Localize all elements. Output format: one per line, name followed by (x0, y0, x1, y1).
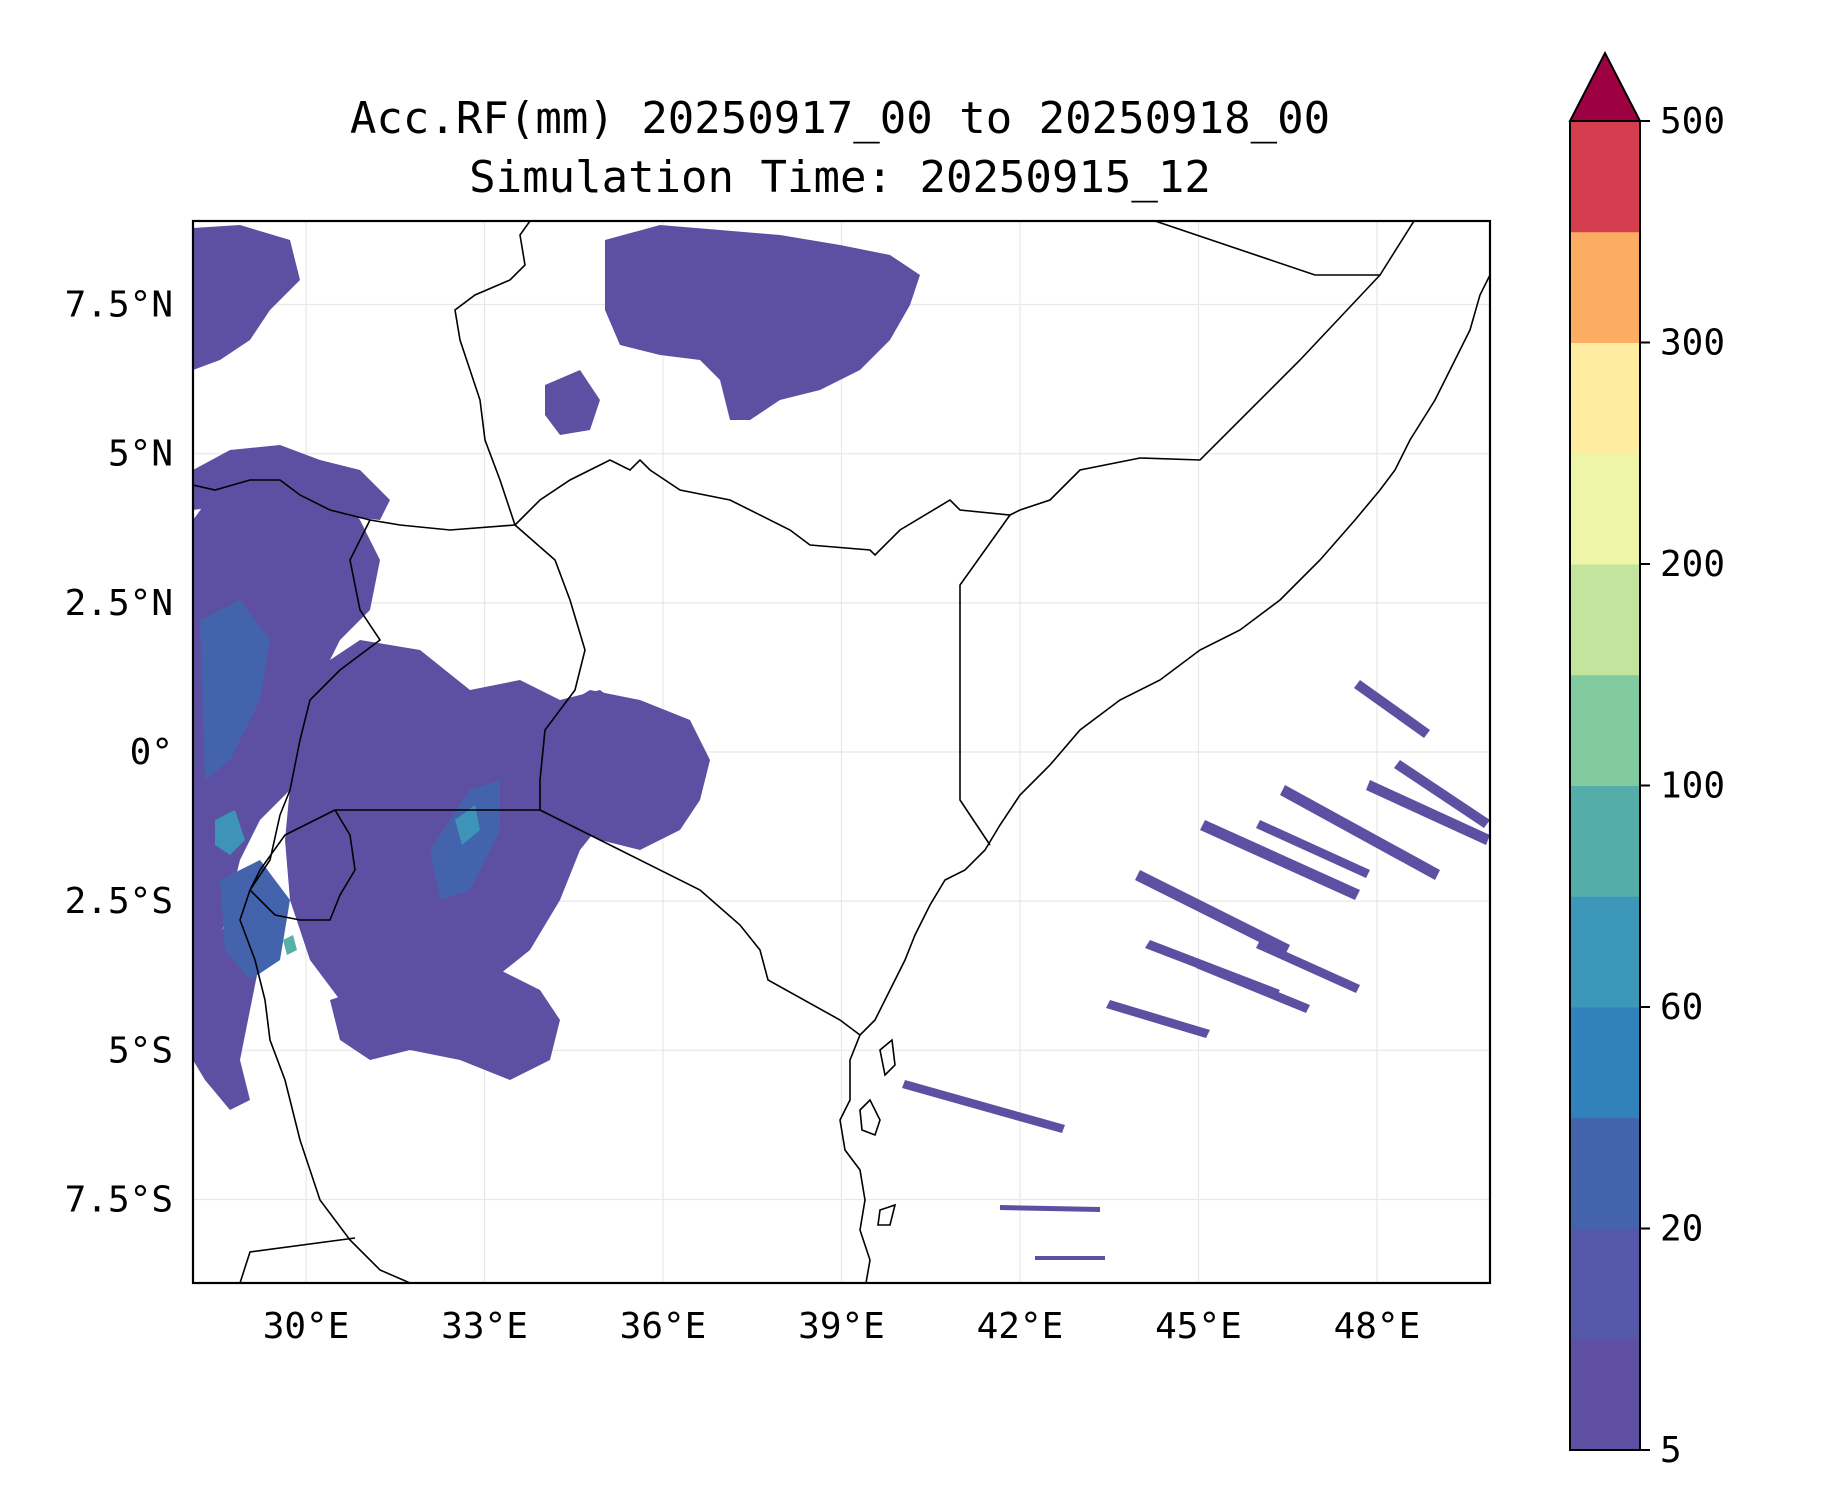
border-uganda-kenya (514, 524, 586, 810)
colorbar-bin (1570, 1339, 1640, 1451)
rain-region-tanzania (330, 970, 560, 1080)
border-tanzania-drc (239, 889, 411, 1283)
rain-streak-2 (1200, 820, 1360, 900)
border-drc-west (249, 814, 281, 891)
rain-region-ethiopia (605, 225, 920, 420)
rain-streak-1 (1135, 870, 1290, 955)
colorbar-tick-label: 5 (1660, 1430, 1682, 1471)
x-tick-label: 42°E (977, 1306, 1064, 1347)
colorbar-bin (1570, 674, 1640, 786)
colorbar-bin (1570, 342, 1640, 454)
map-frame (191, 219, 1492, 1285)
x-tick-label: 39°E (798, 1306, 885, 1347)
colorbar-bin (1570, 564, 1640, 676)
colorbar-extend-triangle (1568, 50, 1642, 122)
map-plot-area (191, 219, 1492, 1285)
y-tick-label: 2.5°N (65, 583, 173, 624)
colorbar-bin (1570, 896, 1640, 1008)
rain-streak-14 (1196, 960, 1310, 1013)
rain-region-northwest (193, 225, 300, 370)
border-ethiopia-west (454, 221, 531, 526)
rain-streak-6 (1366, 780, 1490, 845)
border-uganda-south-sudan (193, 479, 516, 531)
border-somalia-ethiopia (1154, 221, 1415, 276)
rain-region-south-sudan (193, 445, 390, 520)
country-borders (193, 221, 1490, 1283)
x-tick-label: 45°E (1155, 1306, 1242, 1347)
rain-streak-9 (1106, 1000, 1210, 1038)
rain-region-kenya-west (540, 690, 710, 850)
map-title-line-1: Acc.RF(mm) 20250917_00 to 20250918_00 (350, 93, 1330, 144)
colorbar-bin (1570, 1007, 1640, 1119)
y-tick-label: 5°N (108, 434, 173, 475)
rain-region-ethiopia-west (545, 370, 600, 435)
x-tick-label: 48°E (1334, 1306, 1421, 1347)
colorbar: 5 20 60 100 200 300 500 (1568, 50, 1725, 1471)
latitude-tick-labels: 7.5°N 5°N 2.5°N 0° 2.5°S 5°S 7.5°S (65, 285, 173, 1221)
rain-core-6 (283, 935, 297, 955)
border-rwanda-burundi (249, 809, 356, 921)
border-somalia-ethiopia-2 (514, 274, 1381, 557)
border-kenya-tanzania (539, 809, 861, 1036)
rain-streak-5 (1256, 940, 1360, 993)
rain-streak-3 (1280, 785, 1440, 880)
border-tanzania-zambia (239, 1237, 356, 1283)
rain-core-5 (455, 805, 480, 845)
rainfall-field (193, 225, 1490, 1260)
colorbar-tick-label: 20 (1660, 1209, 1703, 1250)
rain-streak-7 (1354, 680, 1430, 738)
rain-streak-8 (1394, 760, 1490, 828)
longitude-tick-labels: 30°E 33°E 36°E 39°E 42°E 45°E 48°E (263, 1306, 1421, 1347)
rain-region-west (193, 455, 380, 980)
border-uganda-drc (279, 519, 382, 816)
colorbar-tick-label: 60 (1660, 987, 1703, 1028)
y-tick-label: 7.5°S (65, 1179, 173, 1220)
colorbar-bin (1570, 453, 1640, 565)
island-mafia (877, 1203, 897, 1226)
y-tick-label: 7.5°N (65, 285, 173, 326)
x-tick-label: 30°E (263, 1306, 350, 1347)
colorbar-tick-label: 100 (1660, 766, 1725, 807)
y-tick-label: 5°S (108, 1030, 173, 1071)
rain-core-4 (215, 810, 245, 855)
x-tick-label: 36°E (620, 1306, 707, 1347)
island-pemba (879, 1038, 896, 1077)
rain-streak-12 (1035, 1256, 1105, 1260)
rain-core-1 (200, 600, 270, 780)
colorbar-tick-label: 200 (1660, 544, 1725, 585)
colorbar-bin (1570, 1228, 1640, 1340)
rain-core-3 (220, 860, 290, 980)
colorbar-bin (1570, 1117, 1640, 1229)
map-title-line-2: Simulation Time: 20250915_12 (469, 152, 1211, 203)
border-kenya-somalia (959, 514, 1011, 846)
colorbar-bin (1570, 121, 1640, 233)
y-tick-label: 0° (130, 732, 173, 773)
colorbar-bin (1570, 785, 1640, 897)
rain-streak-11 (1000, 1205, 1100, 1212)
colorbar-tick-label: 300 (1660, 323, 1725, 364)
colorbar-bin (1570, 231, 1640, 343)
x-tick-label: 33°E (441, 1306, 528, 1347)
rain-streak-10 (902, 1080, 1065, 1133)
colorbar-tick-label: 500 (1660, 101, 1725, 142)
rain-streak-13 (1256, 820, 1370, 878)
coastline-east-africa (839, 274, 1490, 1283)
y-tick-label: 2.5°S (65, 881, 173, 922)
island-zanzibar (859, 1098, 881, 1137)
